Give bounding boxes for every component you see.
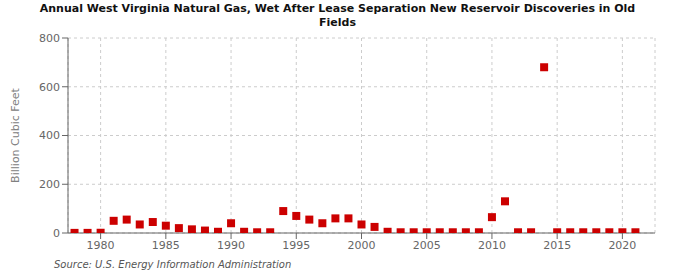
svg-text:Billion Cubic Feet: Billion Cubic Feet [9,87,22,182]
svg-text:2000: 2000 [348,239,376,252]
svg-text:1990: 1990 [217,239,245,252]
svg-text:1995: 1995 [282,239,310,252]
svg-text:800: 800 [39,32,60,45]
svg-text:2005: 2005 [413,239,441,252]
svg-text:2020: 2020 [608,239,636,252]
svg-text:200: 200 [39,178,60,191]
html-text:Fields: Fields [319,16,356,29]
svg-text:600: 600 [39,81,60,94]
svg-text:2010: 2010 [478,239,506,252]
svg-text:2015: 2015 [543,239,571,252]
html-text:Annual West Virginia Natural G: Annual West Virginia Natural Gas, Wet Af… [39,2,636,15]
svg-text:0: 0 [53,227,60,240]
svg-text:1980: 1980 [87,239,115,252]
svg-text:400: 400 [39,129,60,142]
html-text:Source: U.S. Energy Informatio: Source: U.S. Energy Information Administ… [54,259,292,270]
svg-text:1985: 1985 [152,239,180,252]
